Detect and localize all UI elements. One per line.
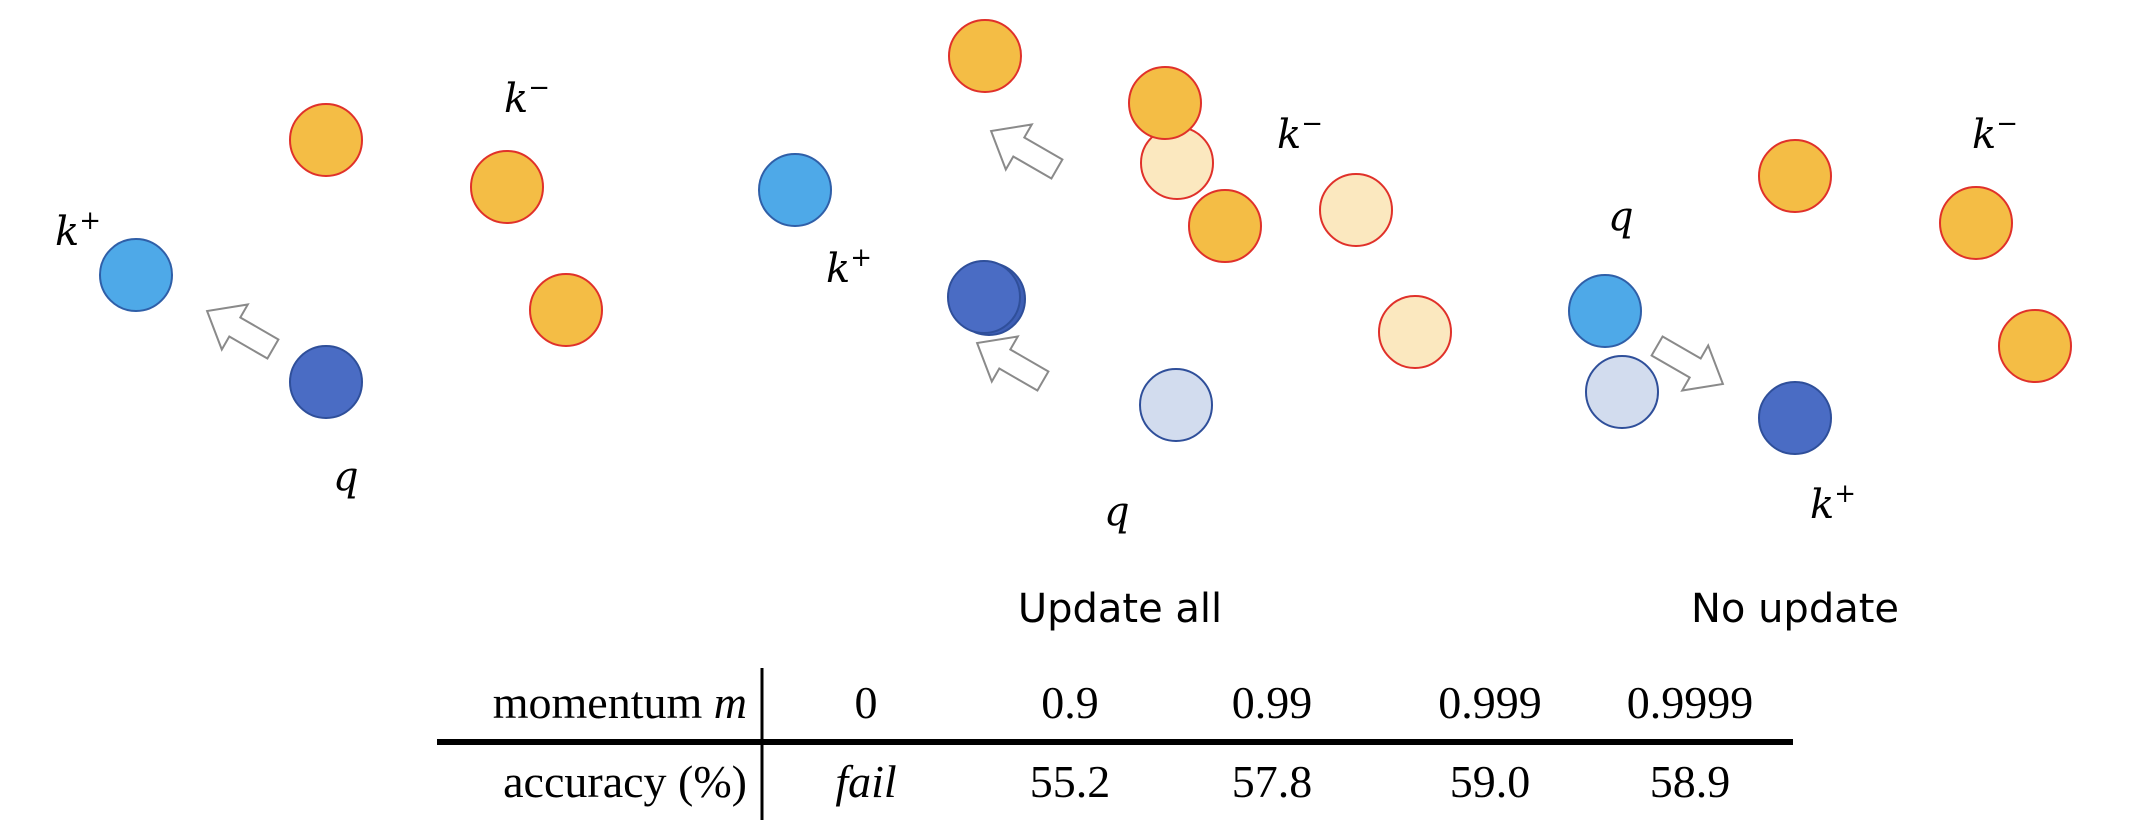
query-circle xyxy=(289,345,363,419)
q-label: q xyxy=(333,454,359,500)
table-cell: 0.999 xyxy=(1438,677,1542,728)
update-arrow xyxy=(975,335,1050,392)
caption-update-all: Update all xyxy=(1018,586,1222,632)
k-plus-label: k+ xyxy=(55,206,101,255)
table-cell: fail xyxy=(835,756,896,807)
results-table: momentum m accuracy (%) 0 0.9 0.99 0.999… xyxy=(437,668,1793,820)
positive-key-circle xyxy=(758,153,832,227)
table-cell: 55.2 xyxy=(1030,756,1111,807)
negative-key-faded-circle xyxy=(1378,295,1452,369)
negative-key-circle xyxy=(529,273,603,347)
table-cell: 0.9999 xyxy=(1627,677,1754,728)
k-minus-label: k− xyxy=(1277,109,1323,158)
negative-key-circle xyxy=(1128,66,1202,140)
negative-key-circle xyxy=(1998,309,2072,383)
q-label: q xyxy=(1104,489,1130,535)
table-cell: 0.9 xyxy=(1041,677,1099,728)
update-arrow xyxy=(205,303,280,360)
k-plus-label: k+ xyxy=(1810,479,1856,528)
positive-key-circle xyxy=(99,238,173,312)
negative-key-circle xyxy=(1188,189,1262,263)
negative-key-circle xyxy=(289,103,363,177)
query-faded-circle xyxy=(1139,368,1213,442)
k-minus-label: k− xyxy=(1972,109,2018,158)
caption-no-update: No update xyxy=(1691,586,1899,632)
panel-right: k− q k+ No update xyxy=(1568,109,2072,632)
update-arrow xyxy=(1650,335,1725,392)
update-arrow xyxy=(989,123,1064,180)
query-faded-circle xyxy=(1585,355,1659,429)
negative-key-circle xyxy=(1939,186,2013,260)
k-minus-label: k− xyxy=(504,73,550,122)
negative-key-faded-circle xyxy=(1319,173,1393,247)
row-header-accuracy: accuracy (%) xyxy=(503,756,747,807)
table-cell: 59.0 xyxy=(1450,756,1531,807)
query-circle xyxy=(947,260,1021,334)
panel-left: k− k+ q xyxy=(55,73,603,500)
negative-key-circle xyxy=(1758,139,1832,213)
table-cell: 58.9 xyxy=(1650,756,1731,807)
table-cell: 0 xyxy=(855,677,878,728)
k-plus-label: k+ xyxy=(826,243,872,292)
panel-middle: k− k+ q Update all xyxy=(758,19,1452,632)
q-label: q xyxy=(1608,194,1634,240)
table-cell: 57.8 xyxy=(1232,756,1313,807)
query-circle xyxy=(1758,381,1832,455)
row-header-momentum: momentum m xyxy=(493,677,747,728)
negative-key-circle xyxy=(948,19,1022,93)
negative-key-circle xyxy=(470,150,544,224)
table-cell: 0.99 xyxy=(1232,677,1313,728)
positive-key-circle xyxy=(1568,274,1642,348)
